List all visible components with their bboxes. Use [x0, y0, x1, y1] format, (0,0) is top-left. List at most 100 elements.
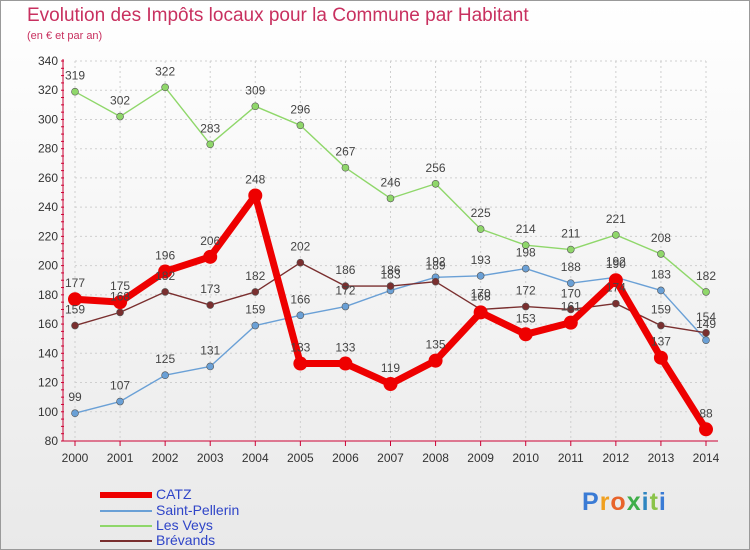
- data-label-saint-pellerin: 198: [516, 246, 536, 260]
- data-point-les-veys: [251, 102, 260, 111]
- data-label-catz: 206: [200, 234, 220, 248]
- x-tick-label: 2008: [422, 451, 449, 465]
- data-label-br-vands: 170: [471, 286, 491, 300]
- data-label-les-veys: 182: [696, 269, 716, 283]
- y-tick-label: 300: [38, 112, 58, 126]
- data-point-saint-pellerin: [296, 311, 305, 320]
- data-label-catz: 177: [65, 276, 85, 290]
- data-point-les-veys: [702, 288, 710, 296]
- data-point-les-veys: [116, 112, 124, 121]
- x-tick-label: 2004: [242, 451, 269, 465]
- data-label-catz: 190: [606, 257, 626, 271]
- data-label-les-veys: 256: [426, 161, 446, 175]
- data-point-saint-pellerin: [566, 279, 575, 287]
- data-label-saint-pellerin: 188: [561, 260, 581, 274]
- x-tick-label: 2005: [287, 451, 314, 465]
- data-point-catz: [158, 264, 173, 279]
- x-tick-label: 2010: [512, 451, 539, 465]
- data-label-les-veys: 302: [110, 94, 130, 108]
- y-tick-label: 140: [38, 346, 58, 360]
- data-label-saint-pellerin: 99: [68, 390, 82, 404]
- data-label-saint-pellerin: 166: [290, 292, 310, 306]
- x-tick-label: 2001: [107, 451, 134, 465]
- data-point-br-vands: [657, 321, 665, 330]
- y-tick-label: 320: [38, 83, 58, 97]
- data-point-catz: [563, 315, 578, 330]
- data-point-br-vands: [431, 277, 440, 286]
- data-point-catz: [338, 356, 353, 371]
- data-label-catz: 248: [245, 172, 265, 186]
- data-point-br-vands: [566, 305, 575, 314]
- logo-letter: i: [641, 488, 650, 516]
- data-point-les-veys: [296, 121, 305, 130]
- data-point-catz: [699, 422, 713, 437]
- data-point-catz: [653, 350, 668, 365]
- data-point-br-vands: [206, 301, 215, 309]
- data-point-saint-pellerin: [206, 362, 215, 371]
- data-point-les-veys: [476, 225, 485, 233]
- data-label-catz: 133: [335, 341, 355, 355]
- data-label-br-vands: 159: [65, 303, 85, 317]
- chart-subtitle: (en € et par an): [27, 30, 103, 42]
- x-tick-label: 2003: [197, 451, 224, 465]
- x-tick-label: 2012: [603, 451, 630, 465]
- y-tick-label: 160: [38, 317, 58, 331]
- data-point-br-vands: [116, 308, 124, 317]
- data-point-catz: [68, 292, 82, 307]
- data-point-les-veys: [566, 245, 575, 254]
- proxiti-logo: Proxiti: [582, 488, 667, 517]
- y-tick-label: 100: [38, 405, 58, 419]
- data-point-saint-pellerin: [521, 264, 530, 273]
- data-label-br-vands: 154: [696, 310, 716, 324]
- y-tick-label: 220: [38, 229, 58, 243]
- data-label-saint-pellerin: 159: [245, 303, 265, 317]
- x-tick-label: 2007: [377, 451, 404, 465]
- data-label-les-veys: 246: [380, 175, 400, 189]
- data-point-br-vands: [161, 288, 169, 296]
- data-point-catz: [428, 353, 443, 368]
- data-label-catz: 135: [426, 338, 446, 352]
- data-label-les-veys: 322: [155, 64, 175, 78]
- data-label-catz: 88: [699, 406, 713, 420]
- data-point-saint-pellerin: [116, 397, 124, 406]
- legend-label-brevands: Brévands: [156, 532, 216, 548]
- data-label-saint-pellerin: 192: [606, 254, 626, 268]
- data-point-br-vands: [296, 258, 305, 267]
- data-label-catz: 137: [651, 335, 671, 349]
- legend-label-les-veys: Les Veys: [156, 517, 213, 533]
- logo-letter: o: [610, 488, 627, 516]
- data-point-catz: [473, 305, 488, 320]
- data-label-catz: 119: [381, 361, 400, 375]
- data-point-les-veys: [161, 83, 169, 92]
- data-point-les-veys: [521, 241, 530, 249]
- data-point-br-vands: [71, 321, 79, 330]
- data-point-saint-pellerin: [251, 321, 260, 330]
- data-point-br-vands: [341, 282, 350, 290]
- data-point-les-veys: [612, 231, 620, 239]
- data-label-les-veys: 283: [200, 121, 220, 135]
- legend-label-catz: CATZ: [156, 486, 192, 502]
- y-tick-label: 240: [38, 200, 58, 214]
- x-tick-label: 2000: [62, 451, 89, 465]
- x-tick-label: 2013: [648, 451, 675, 465]
- data-label-br-vands: 172: [516, 284, 536, 298]
- logo-letter: x: [626, 488, 642, 516]
- data-point-br-vands: [386, 282, 395, 290]
- legend-swatch-les-veys: [100, 525, 152, 527]
- data-label-les-veys: 225: [471, 206, 491, 220]
- data-point-les-veys: [341, 163, 350, 172]
- data-label-les-veys: 211: [561, 227, 580, 241]
- x-tick-label: 2009: [467, 451, 494, 465]
- data-point-les-veys: [431, 179, 440, 188]
- data-point-catz: [113, 295, 128, 310]
- data-label-br-vands: 170: [561, 286, 581, 300]
- x-tick-label: 2014: [693, 451, 720, 465]
- data-label-saint-pellerin: 192: [426, 254, 446, 268]
- data-label-les-veys: 267: [335, 145, 355, 159]
- data-point-saint-pellerin: [161, 371, 169, 380]
- logo-letter: P: [582, 488, 600, 516]
- data-label-les-veys: 221: [606, 212, 626, 226]
- data-point-les-veys: [657, 250, 665, 258]
